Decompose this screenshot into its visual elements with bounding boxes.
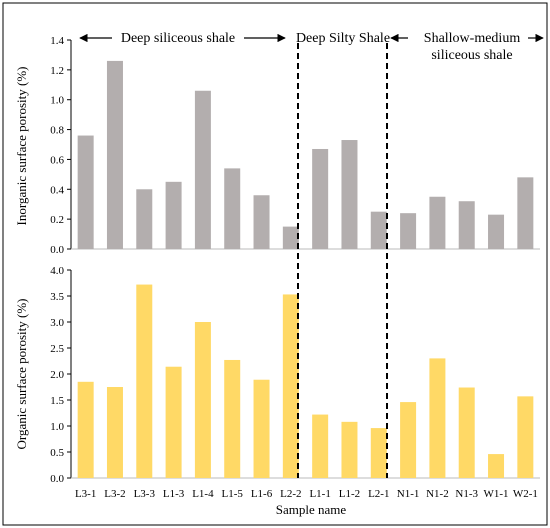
bottom-bar [312, 414, 329, 478]
bottom-bar [165, 366, 182, 478]
top-y-tick-label: 0.0 [50, 244, 64, 256]
inorganic-chart: 0.0 0.2 0.4 0.6 0.8 1.0 1.2 1.4 Inorganic surfa… [14, 35, 540, 256]
group-labels: Deep siliceous shale Deep Silty Shale Sh… [79, 31, 544, 63]
top-bar [165, 181, 182, 249]
bottom-bar [488, 454, 505, 478]
top-y-tick-label: 0.8 [50, 125, 64, 137]
group3-label-line1: Shallow-medium [424, 31, 521, 46]
top-bar [106, 60, 123, 250]
x-tick-label: L1-3 [163, 488, 185, 500]
x-tick-label: L3-3 [134, 488, 156, 500]
top-y-tick-label: 0.6 [50, 154, 64, 166]
bottom-y-tick-label: 1.0 [50, 421, 64, 433]
top-y-tick-label: 0.4 [50, 184, 64, 196]
bottom-y-tick-label: 0.5 [50, 447, 64, 459]
bottom-bar [106, 387, 123, 478]
top-bar [224, 168, 241, 249]
bottom-y-tick-label: 3.0 [50, 317, 64, 329]
top-bar [458, 201, 475, 249]
bottom-bar [458, 387, 475, 478]
group3-label-line2: siliceous shale [431, 48, 512, 63]
bottom-bar [400, 402, 417, 478]
x-tick-label: L2-2 [280, 488, 301, 500]
top-bar [400, 213, 417, 249]
top-y-tick-label: 0.2 [50, 214, 64, 226]
top-bar [488, 214, 505, 249]
top-y-tick-label: 1.4 [50, 35, 64, 47]
bottom-y-tick-label: 0.0 [50, 473, 64, 485]
top-bar [341, 140, 358, 249]
bottom-y-tick-label: 2.5 [50, 343, 64, 355]
x-tick-label: L3-1 [75, 488, 96, 500]
x-axis-label: Sample name [276, 502, 347, 517]
bottom-y-tick-label: 3.5 [50, 291, 64, 303]
bottom-y-tick-label: 4.0 [50, 265, 64, 277]
bottom-bar [253, 379, 270, 478]
x-tick-label: W2-1 [513, 488, 538, 500]
top-bar [282, 226, 299, 249]
x-tick-label: L1-6 [251, 488, 273, 500]
group1-label: Deep siliceous shale [121, 31, 235, 46]
x-tick-label: N1-2 [426, 488, 449, 500]
organic-chart: 0.0 0.5 1.0 1.5 2.0 2.5 3.0 3.5 4.0 L3-1 L3-2 L3-3… [14, 265, 540, 517]
bottom-bar [77, 381, 94, 478]
top-bar [429, 196, 446, 249]
top-bar [194, 90, 211, 249]
x-tick-label: W1-1 [484, 488, 509, 500]
top-bar [77, 135, 94, 249]
top-bar [253, 195, 270, 249]
group2-label: Deep Silty Shale [296, 31, 390, 46]
bottom-bar [517, 396, 534, 478]
top-bar [312, 148, 329, 249]
bottom-y-axis-label: Organic surface porosity (%) [14, 298, 29, 449]
bottom-y-tick-label: 2.0 [50, 369, 64, 381]
x-tick-label: L1-4 [192, 488, 214, 500]
bottom-bar [282, 294, 299, 478]
top-y-axis-label: Inorganic surface porosity (%) [14, 67, 29, 226]
bottom-y-tick-label: 1.5 [50, 395, 64, 407]
bottom-bar [341, 421, 358, 478]
bottom-bar [429, 358, 446, 478]
x-tick-label: L1-5 [222, 488, 244, 500]
x-tick-label: L2-1 [368, 488, 389, 500]
top-y-tick-label: 1.0 [50, 95, 64, 107]
bottom-bar [370, 428, 387, 478]
x-tick-label: L3-2 [104, 488, 125, 500]
bottom-bar [136, 284, 153, 478]
x-tick-label: L1-2 [339, 488, 360, 500]
bottom-bar [224, 359, 241, 478]
bottom-bar [194, 322, 211, 478]
top-y-tick-label: 1.2 [50, 65, 64, 77]
x-tick-label: N1-1 [397, 488, 420, 500]
top-bar [136, 189, 153, 249]
x-tick-label: N1-3 [455, 488, 478, 500]
top-bar [370, 211, 387, 249]
x-tick-label: L1-1 [309, 488, 330, 500]
top-bar [517, 177, 534, 249]
